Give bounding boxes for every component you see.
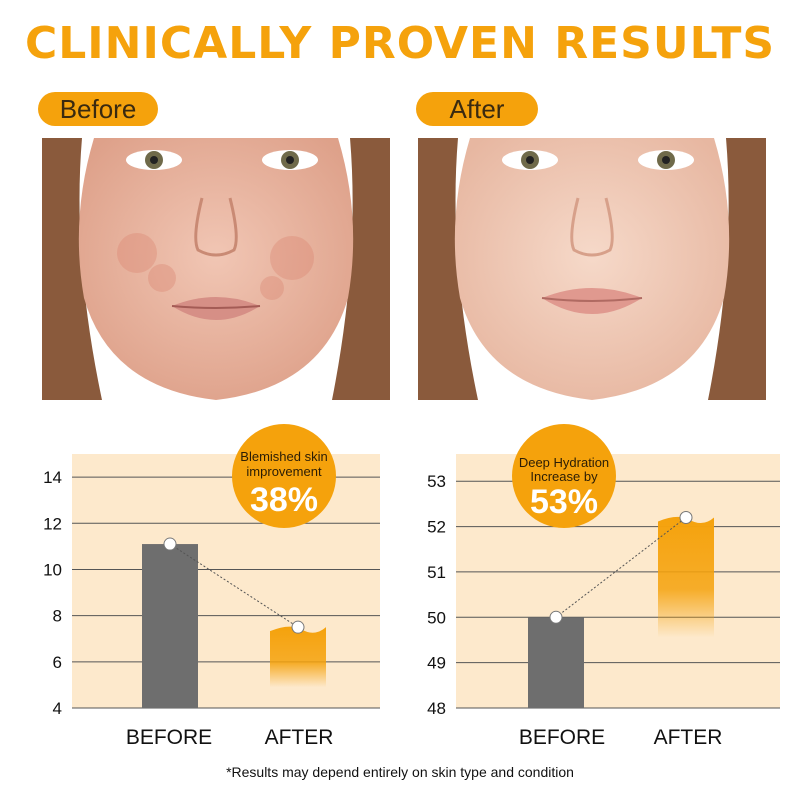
y-tick-label: 50 (427, 608, 446, 627)
chart1-category-before: BEFORE (125, 726, 213, 749)
bar-before (142, 544, 198, 708)
y-tick-label: 8 (53, 607, 62, 626)
point-after (291, 620, 305, 634)
y-tick-label: 6 (53, 653, 62, 672)
badge-label-line1: Deep Hydration (518, 455, 610, 470)
badge-label-line2: Increase by (530, 469, 598, 484)
face-photo-after-icon (418, 138, 766, 400)
y-tick-label: 48 (427, 699, 446, 718)
bar-after (270, 626, 326, 688)
y-tick-label: 14 (43, 468, 62, 487)
chart1-category-after: AFTER (264, 726, 334, 749)
hydration-badge: Deep Hydration Increase by 53% (512, 424, 616, 528)
after-label: After (416, 92, 538, 126)
before-face-photo (42, 138, 390, 400)
trend-connector (169, 543, 299, 628)
point-after (679, 511, 693, 524)
y-tick-label: 10 (43, 560, 62, 579)
blemish-badge: Blemished skin improvement 38% (232, 424, 336, 528)
bar-before (528, 617, 584, 708)
blemish-chart: 4 6 8 10 12 14 (0, 440, 400, 730)
y-tick-label: 49 (427, 654, 446, 673)
chart-plot-area (456, 454, 780, 708)
y-tick-label: 4 (53, 699, 62, 718)
y-tick-label: 52 (427, 518, 446, 537)
point-before (549, 610, 563, 624)
chart2-category-before: BEFORE (518, 726, 606, 749)
badge-label-line1: Blemished skin (240, 449, 328, 464)
badge-label-line2: improvement (246, 464, 322, 479)
bar-after (658, 516, 714, 638)
badge-value: 53% (529, 483, 599, 521)
hydration-chart: 48 49 50 51 52 53 (400, 440, 800, 730)
y-tick-label: 51 (427, 563, 446, 582)
before-label: Before (38, 92, 158, 126)
y-tick-label: 53 (427, 472, 446, 491)
footnote: *Results may depend entirely on skin typ… (226, 764, 574, 780)
after-face-photo (418, 138, 766, 400)
badge-value: 38% (249, 481, 319, 519)
trend-connector (555, 517, 687, 618)
face-photo-before-icon (42, 138, 390, 400)
chart2-category-after: AFTER (653, 726, 723, 749)
page-title: CLINICALLY PROVEN RESULTS (24, 18, 776, 69)
point-before (163, 537, 177, 551)
y-tick-label: 12 (43, 514, 62, 533)
